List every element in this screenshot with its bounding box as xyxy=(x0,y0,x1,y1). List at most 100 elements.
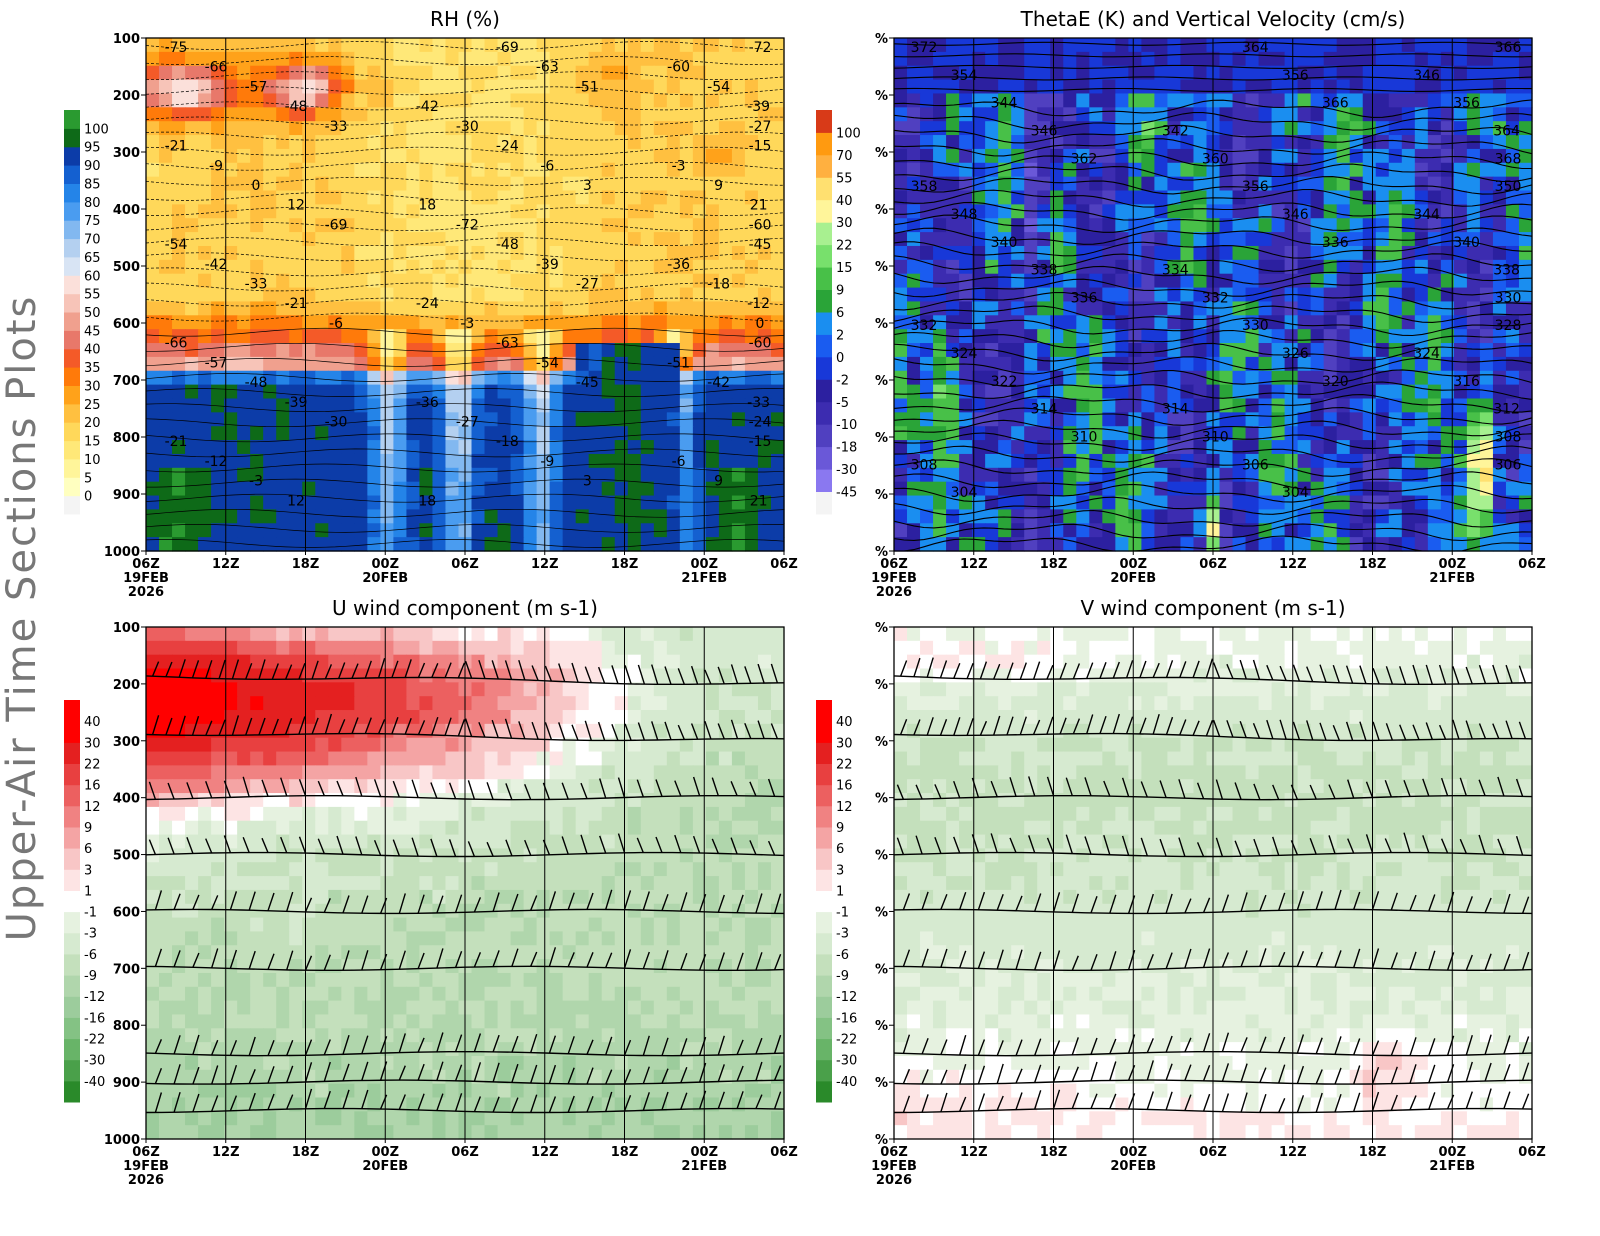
field-cell xyxy=(1141,481,1156,497)
field-cell xyxy=(276,848,290,863)
field-cell xyxy=(1427,121,1442,136)
field-cell xyxy=(510,779,525,794)
field-cell xyxy=(367,343,381,358)
field-cell xyxy=(341,218,355,233)
field-cell xyxy=(172,862,186,877)
field-cell xyxy=(211,370,225,386)
field-cell xyxy=(1518,204,1533,219)
field-cell xyxy=(907,273,921,289)
field-cell xyxy=(575,65,590,81)
field-cell xyxy=(959,93,973,108)
field-cell xyxy=(1401,315,1416,330)
field-cell xyxy=(211,751,225,766)
colorbar-label: 75 xyxy=(84,214,101,229)
field-cell xyxy=(718,779,733,794)
field-cell xyxy=(315,848,329,863)
field-cell xyxy=(985,38,999,53)
field-cell xyxy=(445,710,460,725)
field-cell xyxy=(1505,356,1520,372)
field-cell xyxy=(653,107,668,122)
field-cell xyxy=(601,65,616,81)
field-cell xyxy=(549,121,564,136)
field-cell xyxy=(198,384,212,400)
field-cell xyxy=(770,287,785,303)
field-cell xyxy=(907,204,921,219)
field-cell xyxy=(718,218,733,233)
field-cell xyxy=(705,737,720,753)
field-cell xyxy=(1258,218,1273,233)
field-cell xyxy=(263,426,277,441)
field-cell xyxy=(770,135,785,150)
field-cell xyxy=(1271,107,1286,122)
field-cell xyxy=(198,848,212,863)
field-cell xyxy=(146,259,160,275)
field-cell xyxy=(510,537,525,552)
field-cell xyxy=(523,370,538,386)
field-cell xyxy=(1336,398,1351,413)
field-cell xyxy=(718,301,733,316)
field-cell xyxy=(1050,79,1064,95)
field-cell xyxy=(315,751,329,766)
field-cell xyxy=(1167,93,1182,108)
field-cell xyxy=(907,287,921,303)
field-cell xyxy=(1154,537,1169,552)
field-cell xyxy=(1375,79,1390,95)
field-cell xyxy=(1349,51,1364,67)
field-cell xyxy=(1453,176,1468,192)
contour-label: 9 xyxy=(714,474,723,490)
field-cell xyxy=(1128,440,1142,455)
field-cell xyxy=(185,273,199,289)
field-cell xyxy=(744,737,759,753)
field-cell xyxy=(1479,495,1494,510)
field-cell xyxy=(653,232,668,247)
field-cell xyxy=(1427,93,1442,108)
field-cell xyxy=(367,148,381,164)
colorbar-label: 55 xyxy=(84,288,101,303)
field-cell xyxy=(614,793,629,808)
field-cell xyxy=(1466,412,1481,427)
field-cell xyxy=(718,640,733,656)
field-cell xyxy=(536,370,551,386)
field-cell xyxy=(1323,329,1338,344)
field-cell xyxy=(1076,51,1090,67)
field-cell xyxy=(1232,287,1247,303)
field-cell xyxy=(497,370,512,386)
field-cell xyxy=(601,453,616,469)
field-cell xyxy=(341,862,355,877)
field-cell xyxy=(471,190,486,205)
field-cell xyxy=(588,218,603,233)
field-cell xyxy=(380,190,394,205)
field-cell xyxy=(250,654,264,670)
field-cell xyxy=(679,51,694,67)
field-cell xyxy=(627,301,642,316)
field-cell xyxy=(627,398,642,413)
field-cell xyxy=(445,682,460,697)
field-cell xyxy=(159,135,173,150)
field-cell xyxy=(718,848,733,863)
field-cell xyxy=(523,245,538,261)
field-cell xyxy=(172,640,186,656)
field-cell xyxy=(562,273,577,289)
field-cell xyxy=(484,370,499,386)
field-cell xyxy=(894,453,908,469)
field-cell xyxy=(354,204,368,219)
field-cell xyxy=(289,287,303,303)
field-cell xyxy=(159,481,173,497)
contour-label: 310 xyxy=(1071,430,1098,446)
field-cell xyxy=(406,65,421,81)
field-cell xyxy=(497,204,512,219)
field-cell xyxy=(276,765,290,780)
field-cell xyxy=(380,135,394,150)
field-cell xyxy=(315,315,329,330)
field-cell xyxy=(471,751,486,766)
field-cell xyxy=(562,820,577,836)
field-cell xyxy=(1388,259,1403,275)
contour-label: -66 xyxy=(165,336,188,352)
field-cell xyxy=(1375,93,1390,108)
field-cell xyxy=(1518,495,1533,510)
field-cell xyxy=(1518,537,1533,552)
field-cell xyxy=(1128,245,1142,261)
field-cell xyxy=(185,65,199,81)
field-cell xyxy=(744,107,759,122)
field-cell xyxy=(1336,495,1351,510)
